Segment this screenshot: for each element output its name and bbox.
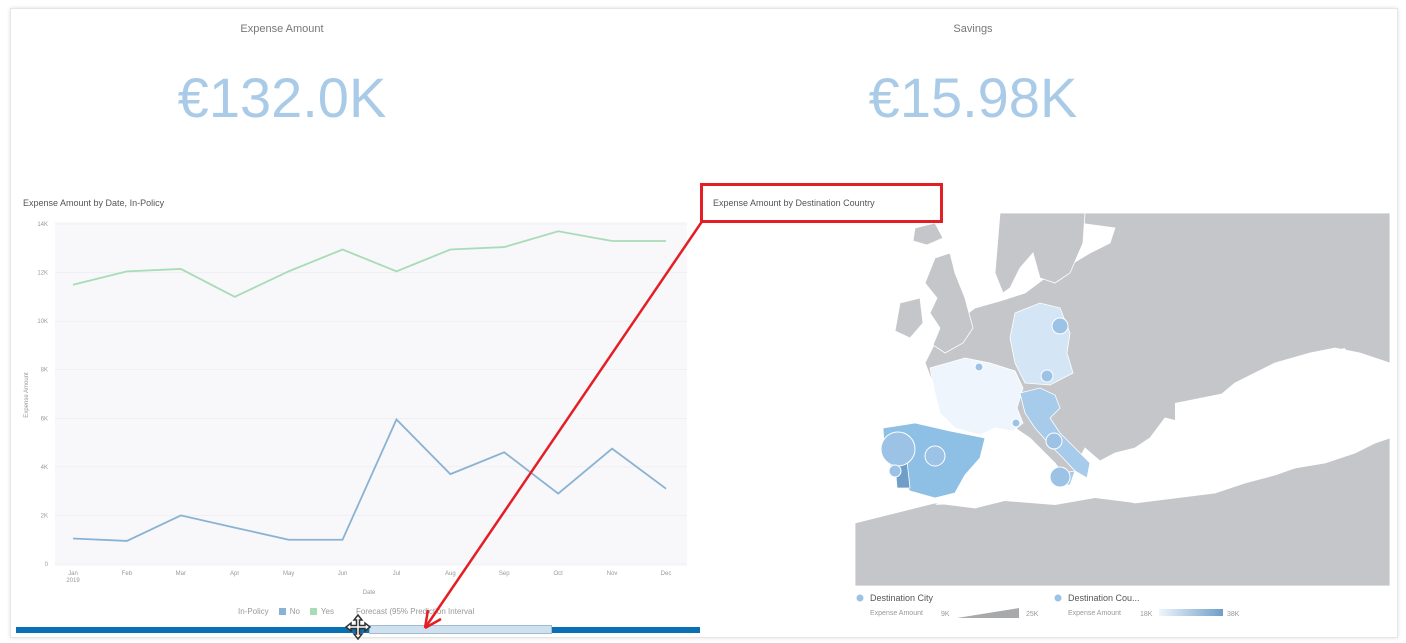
y-tick-label: 12K	[37, 271, 48, 277]
kpi-expense-value[interactable]: €132.0K	[177, 66, 387, 129]
map-legend-country-max: 38K	[1227, 611, 1240, 618]
city-bubble[interactable]	[1045, 432, 1063, 450]
y-tick-label: 10K	[37, 319, 48, 325]
legend-title: In-Policy	[238, 607, 269, 616]
legend-swatch-no	[278, 608, 286, 615]
map-legend-country-min: 18K	[1140, 611, 1153, 618]
x-axis-label: Date	[363, 590, 376, 596]
city-bubble[interactable]	[1049, 466, 1071, 488]
map-iceland	[912, 222, 944, 246]
map-black-sea	[1175, 393, 1295, 443]
line-chart-plot-area[interactable]	[55, 222, 687, 566]
city-bubble[interactable]	[1051, 317, 1069, 335]
y-tick-label: 0	[45, 562, 49, 568]
map-legend-city-min: 9K	[941, 611, 950, 618]
x-tick-label: Aug	[445, 571, 456, 577]
kpi-savings-value[interactable]: €15.98K	[868, 66, 1078, 129]
destination-city-dot-icon	[856, 594, 864, 602]
x-tick-label: Dec	[661, 571, 672, 577]
city-bubble[interactable]	[1011, 418, 1021, 428]
y-tick-label: 2K	[41, 513, 48, 519]
kpi-expense-title: Expense Amount	[240, 23, 324, 35]
map-uk	[924, 252, 974, 354]
country-color-ramp	[1159, 609, 1223, 616]
x-tick-label: Feb	[122, 571, 133, 577]
line-chart-legend: In-Policy No Yes Forecast (95% Predictio…	[238, 607, 474, 616]
city-size-ramp	[957, 608, 1019, 618]
destination-country-dot-icon	[1054, 594, 1062, 602]
x-year-label: 2019	[66, 578, 80, 584]
line-chart[interactable]: 0 2K 4K 6K 8K 10K 12K 14K Jan Feb Mar Apr May Jun Jul…	[0, 0, 700, 610]
city-bubble[interactable]	[1040, 369, 1054, 383]
series-line-yes[interactable]	[72, 230, 666, 298]
scrollbar-thumb[interactable]	[369, 625, 552, 634]
x-tick-label: Apr	[230, 571, 239, 577]
map-title: Expense Amount by Destination Country	[713, 198, 875, 208]
x-tick-label: Mar	[176, 571, 186, 577]
map-mediterranean	[935, 431, 1205, 505]
legend-forecast[interactable]: Forecast (95% Prediction Interval	[355, 607, 475, 616]
annotation-highlight-box	[700, 183, 943, 223]
line-chart-title: Expense Amount by Date, In-Policy	[23, 198, 165, 208]
map-legend-city-max: 25K	[1026, 611, 1039, 618]
legend-swatch-yes	[309, 608, 317, 615]
legend-item-yes[interactable]: Yes	[320, 607, 334, 616]
x-tick-label: Jul	[393, 571, 401, 577]
x-tick-label: Jun	[338, 571, 348, 577]
map-legend-city[interactable]: Destination City	[870, 593, 934, 603]
city-bubble[interactable]	[924, 445, 946, 467]
move-cursor-icon	[344, 613, 372, 641]
city-bubbles[interactable]	[880, 317, 1071, 488]
kpi-savings-title: Savings	[953, 23, 993, 35]
map-legend-country[interactable]: Destination Cou...	[1068, 593, 1140, 603]
map-legend-country-sub: Expense Amount	[1068, 610, 1121, 617]
x-tick-label: May	[283, 571, 294, 577]
map-ireland	[894, 297, 924, 339]
legend-item-no[interactable]: No	[289, 607, 300, 616]
x-tick-label: Nov	[607, 571, 618, 577]
europe-map[interactable]	[855, 213, 1390, 586]
x-tick-label: Oct	[554, 571, 564, 577]
map-scandinavia	[994, 213, 1086, 294]
y-tick-label: 8K	[41, 368, 48, 374]
city-bubble[interactable]	[888, 464, 902, 478]
series-line-no[interactable]	[72, 417, 667, 542]
y-tick-label: 6K	[41, 416, 48, 422]
x-tick-label: Jan	[68, 571, 78, 577]
y-axis-label: Expense Amount	[24, 372, 30, 418]
y-tick-label: 4K	[41, 465, 48, 471]
y-tick-label: 14K	[37, 222, 48, 228]
city-bubble[interactable]	[974, 362, 984, 372]
map-caspian	[1325, 348, 1355, 418]
x-tick-label: Sep	[499, 571, 510, 577]
map-legend-city-sub: Expense Amount	[870, 610, 923, 617]
